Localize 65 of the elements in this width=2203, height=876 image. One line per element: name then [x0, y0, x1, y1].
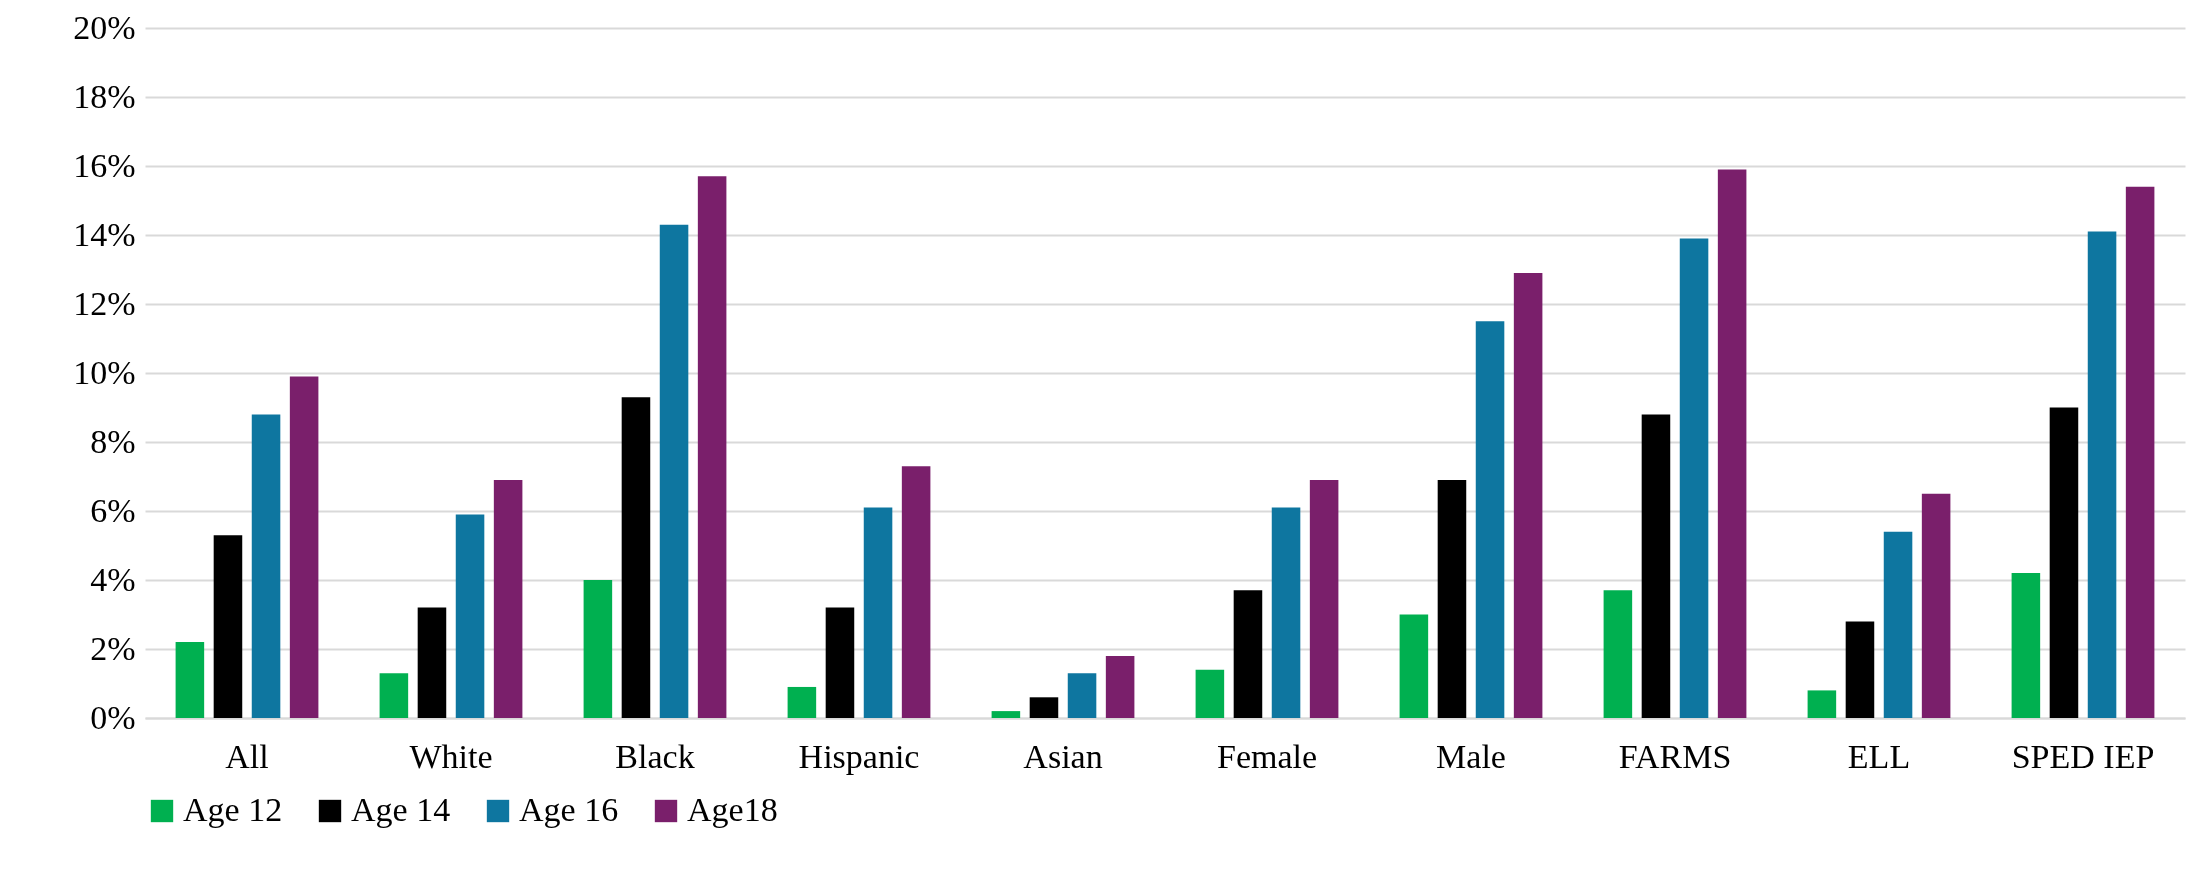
bar — [1271, 507, 1301, 718]
bar — [863, 507, 893, 718]
bar — [1807, 690, 1837, 718]
bar — [1067, 673, 1097, 718]
bar — [787, 686, 817, 718]
bar — [1883, 531, 1913, 718]
bar — [901, 466, 931, 718]
bar — [251, 414, 281, 718]
bar — [1105, 655, 1135, 718]
x-tick-label: All — [225, 737, 269, 775]
bar — [2125, 186, 2155, 718]
y-tick-label: 10% — [73, 353, 136, 391]
bar — [2049, 407, 2079, 718]
bar — [213, 535, 243, 718]
x-tick-label: Male — [1436, 737, 1506, 775]
legend-label: Age 16 — [519, 791, 619, 828]
bar — [1195, 669, 1225, 718]
bar — [493, 479, 523, 718]
bar — [1679, 238, 1709, 718]
bar — [991, 711, 1021, 718]
bar — [697, 176, 727, 718]
x-tick-label: Female — [1216, 737, 1318, 775]
bar — [583, 580, 613, 718]
bar — [1513, 272, 1543, 718]
bar — [2087, 231, 2117, 718]
y-tick-label: 0% — [90, 698, 136, 736]
y-tick-label: 14% — [73, 215, 136, 253]
bar — [825, 607, 855, 718]
y-tick-label: 4% — [90, 560, 136, 598]
y-tick-label: 2% — [90, 629, 136, 667]
bar — [455, 514, 485, 718]
bar — [2011, 573, 2041, 718]
legend-label: Age 12 — [183, 791, 283, 828]
bar — [417, 607, 447, 718]
legend-label: Age18 — [687, 791, 778, 828]
x-tick-label: Hispanic — [798, 737, 920, 775]
bar — [1845, 621, 1875, 718]
bar — [1029, 697, 1059, 718]
bar — [1475, 321, 1505, 718]
x-tick-label: ELL — [1847, 737, 1911, 775]
bar — [379, 673, 409, 718]
bar — [1233, 590, 1263, 718]
bar — [1641, 414, 1671, 718]
x-tick-label: Black — [615, 737, 695, 775]
x-tick-label: FARMS — [1618, 737, 1732, 775]
bar — [289, 376, 319, 718]
bar — [1399, 614, 1429, 718]
y-tick-label: 18% — [73, 77, 136, 115]
bar — [175, 642, 205, 718]
legend-label: Age 14 — [351, 791, 451, 828]
y-tick-label: 6% — [90, 491, 136, 529]
y-tick-label: 12% — [73, 284, 136, 322]
bar — [1603, 590, 1633, 718]
bar — [1309, 479, 1339, 718]
y-tick-label: 8% — [90, 422, 136, 460]
bar — [1437, 479, 1467, 718]
x-tick-label: Asian — [1023, 737, 1103, 775]
y-tick-label: 20% — [73, 8, 136, 46]
y-tick-label: 16% — [73, 146, 136, 184]
x-tick-label: SPED IEP — [2011, 737, 2155, 775]
bar — [1921, 493, 1951, 718]
bar — [621, 397, 651, 718]
bar — [659, 224, 689, 718]
bar — [1717, 169, 1747, 718]
x-tick-label: White — [409, 737, 493, 775]
